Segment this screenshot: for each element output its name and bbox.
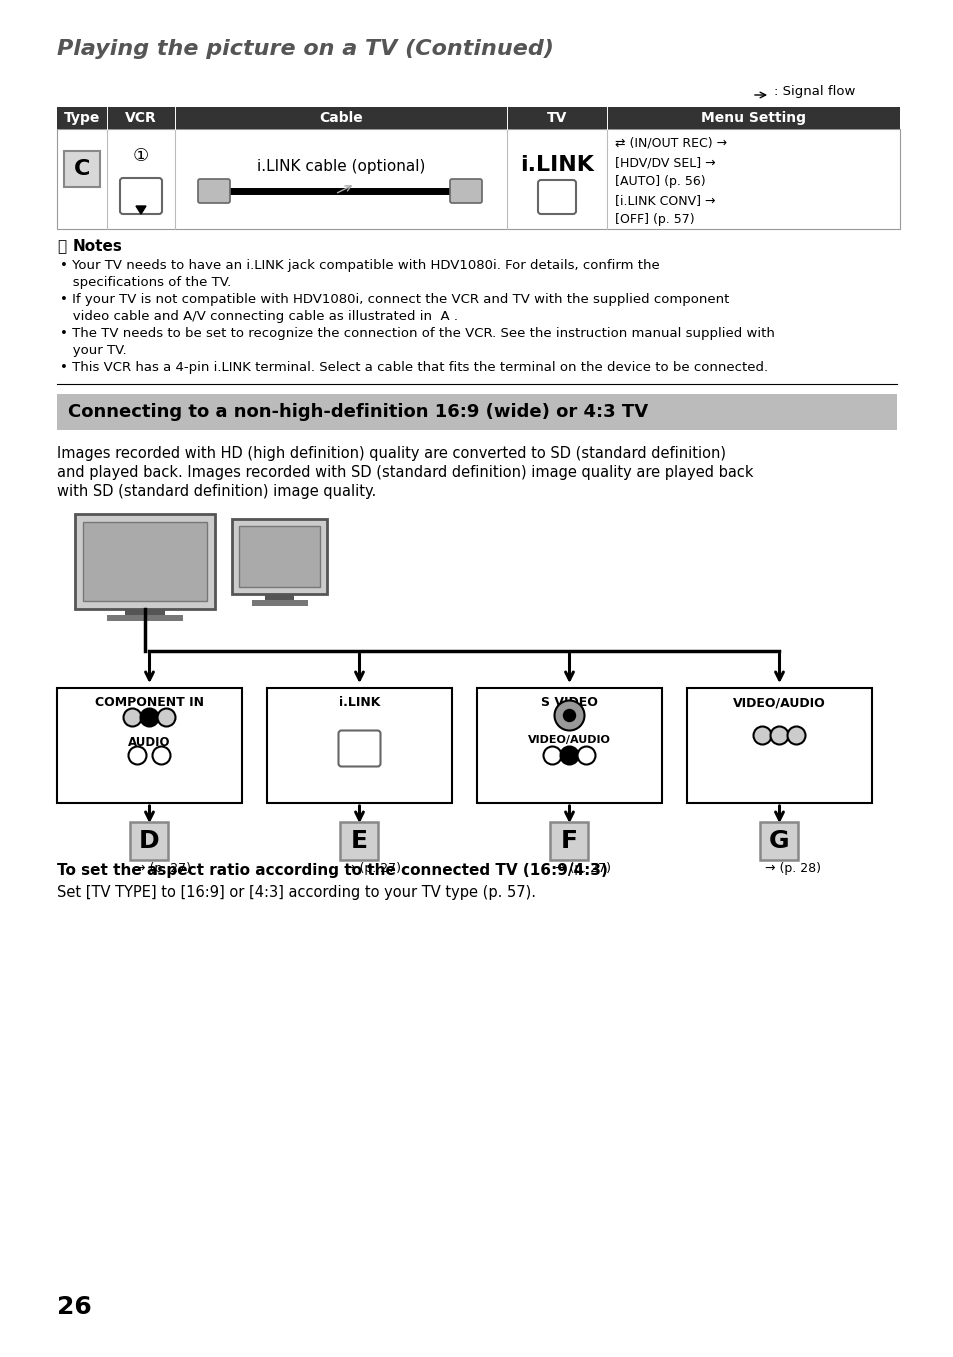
Bar (239, 527, 319, 588)
Text: video cable and A/V connecting cable as illustrated in  A .: video cable and A/V connecting cable as … (60, 309, 457, 323)
Circle shape (157, 708, 175, 726)
Bar (476, 688, 661, 803)
Text: VIDEO/AUDIO: VIDEO/AUDIO (528, 735, 610, 745)
Bar (57, 688, 242, 803)
Text: [HDV/DV SEL] →: [HDV/DV SEL] → (615, 156, 715, 170)
Bar (57, 129, 899, 229)
Text: : Signal flow: : Signal flow (773, 85, 855, 99)
FancyBboxPatch shape (340, 822, 378, 860)
Text: C: C (73, 159, 91, 179)
Text: • If your TV is not compatible with HDV1080i, connect the VCR and TV with the su: • If your TV is not compatible with HDV1… (60, 293, 729, 305)
Text: Type: Type (64, 111, 100, 125)
FancyBboxPatch shape (537, 180, 576, 214)
Text: specifications of the TV.: specifications of the TV. (60, 275, 231, 289)
FancyBboxPatch shape (232, 518, 327, 594)
Text: • This VCR has a 4-pin i.LINK terminal. Select a cable that fits the terminal on: • This VCR has a 4-pin i.LINK terminal. … (60, 361, 767, 375)
Text: AUDIO: AUDIO (128, 735, 171, 749)
Bar (57, 107, 107, 129)
Text: • Your TV needs to have an i.LINK jack compatible with HDV1080i. For details, co: • Your TV needs to have an i.LINK jack c… (60, 259, 659, 271)
Text: Set [TV TYPE] to [16:9] or [4:3] according to your TV type (p. 57).: Set [TV TYPE] to [16:9] or [4:3] accordi… (57, 885, 536, 900)
Text: To set the aspect ratio according to the connected TV (16:9/4:3): To set the aspect ratio according to the… (57, 863, 607, 878)
Text: → (p. 27): → (p. 27) (345, 862, 401, 875)
Bar (107, 615, 183, 622)
Text: • The TV needs to be set to recognize the connection of the VCR. See the instruc: • The TV needs to be set to recognize th… (60, 327, 774, 341)
FancyBboxPatch shape (131, 822, 169, 860)
Text: your TV.: your TV. (60, 345, 127, 357)
Text: i.LINK: i.LINK (519, 155, 594, 175)
FancyBboxPatch shape (75, 514, 214, 609)
Text: Notes: Notes (73, 239, 123, 254)
Text: [i.LINK CONV] →: [i.LINK CONV] → (615, 194, 715, 208)
Text: with SD (standard definition) image quality.: with SD (standard definition) image qual… (57, 484, 375, 499)
Circle shape (786, 726, 804, 745)
Polygon shape (136, 206, 146, 214)
Text: and played back. Images recorded with SD (standard definition) image quality are: and played back. Images recorded with SD… (57, 465, 753, 480)
Circle shape (543, 746, 561, 764)
Text: E: E (351, 829, 368, 854)
Text: Playing the picture on a TV (Continued): Playing the picture on a TV (Continued) (57, 39, 554, 58)
Circle shape (753, 726, 771, 745)
Text: ⇄ (IN/OUT REC) →: ⇄ (IN/OUT REC) → (615, 137, 726, 151)
Bar (252, 600, 308, 607)
FancyBboxPatch shape (120, 178, 162, 214)
Bar (107, 107, 174, 129)
Text: Cable: Cable (319, 111, 362, 125)
Circle shape (123, 708, 141, 726)
Circle shape (577, 746, 595, 764)
Bar (174, 107, 506, 129)
Text: VCR: VCR (125, 111, 156, 125)
Circle shape (140, 708, 158, 726)
Bar (606, 107, 899, 129)
Text: COMPONENT IN: COMPONENT IN (95, 696, 204, 708)
Text: → (p. 27): → (p. 27) (555, 862, 611, 875)
Text: → (p. 28): → (p. 28) (764, 862, 821, 875)
Bar (265, 594, 294, 600)
Text: Images recorded with HD (high definition) quality are converted to SD (standard : Images recorded with HD (high definition… (57, 446, 725, 461)
Bar (686, 688, 871, 803)
FancyBboxPatch shape (338, 730, 380, 767)
Bar (57, 394, 896, 430)
Text: TV: TV (546, 111, 567, 125)
Bar (506, 107, 606, 129)
FancyBboxPatch shape (760, 822, 798, 860)
FancyBboxPatch shape (64, 151, 100, 187)
Text: Ⓝ: Ⓝ (57, 239, 66, 254)
Text: Menu Setting: Menu Setting (700, 111, 805, 125)
Text: 26: 26 (57, 1295, 91, 1319)
Text: i.LINK cable (optional): i.LINK cable (optional) (256, 160, 425, 175)
Text: Connecting to a non-high-definition 16:9 (wide) or 4:3 TV: Connecting to a non-high-definition 16:9… (68, 403, 647, 421)
Text: G: G (768, 829, 789, 854)
Circle shape (560, 746, 578, 764)
Bar (125, 609, 165, 615)
Circle shape (554, 700, 584, 730)
Circle shape (129, 746, 147, 764)
Text: → (p. 27): → (p. 27) (135, 862, 192, 875)
Text: D: D (139, 829, 160, 854)
Circle shape (563, 710, 575, 722)
Text: F: F (560, 829, 578, 854)
FancyBboxPatch shape (450, 179, 481, 204)
Text: i.LINK: i.LINK (338, 696, 380, 708)
Text: [AUTO] (p. 56): [AUTO] (p. 56) (615, 175, 705, 189)
FancyBboxPatch shape (198, 179, 230, 204)
Bar (267, 688, 452, 803)
Bar (83, 522, 207, 601)
Circle shape (770, 726, 788, 745)
Text: ①: ① (132, 147, 149, 166)
Circle shape (152, 746, 171, 764)
Text: VIDEO/AUDIO: VIDEO/AUDIO (732, 696, 825, 708)
Text: [OFF] (p. 57): [OFF] (p. 57) (615, 213, 694, 227)
FancyBboxPatch shape (550, 822, 588, 860)
Text: S VIDEO: S VIDEO (540, 696, 598, 708)
